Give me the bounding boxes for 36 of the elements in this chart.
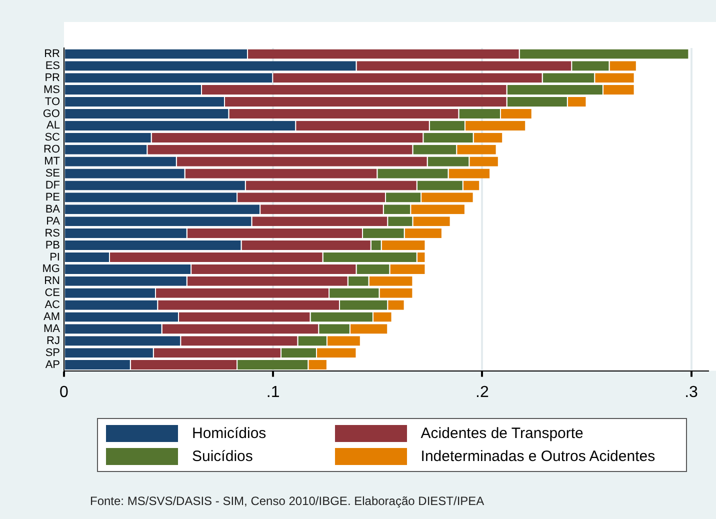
y-tick-label: DF [45, 180, 60, 192]
legend-label: Acidentes de Transporte [420, 425, 584, 442]
y-tick-label: CE [44, 287, 60, 300]
y-tick-label: MG [42, 263, 60, 276]
y-tick-label: RR [44, 48, 60, 60]
x-tick-label: 0 [60, 384, 69, 401]
y-tick-label: AL [46, 120, 60, 132]
x-tick-label: .2 [476, 384, 489, 401]
y-tick-label: PE [45, 191, 60, 204]
y-tick-label: MT [44, 156, 60, 168]
y-tick-label: SP [45, 346, 60, 359]
x-tick-label: .3 [684, 384, 698, 401]
x-tick-label: .1 [266, 384, 280, 401]
y-tick-label: RS [44, 227, 60, 240]
y-tick-label: AC [44, 299, 60, 312]
legend-label: Indeterminadas e Outros Acidentes [420, 448, 656, 465]
y-tick-label: SE [45, 168, 60, 180]
y-tick-label: AM [44, 311, 60, 324]
source-note: Fonte: MS/SVS/DASIS - SIM, Censo 2010/IBGE. Elaboração DIEST/IPEA [90, 494, 484, 508]
y-tick-label: RJ [46, 334, 60, 347]
y-tick-label: PR [44, 72, 60, 84]
y-tick-label: TO [44, 96, 60, 108]
y-tick-label: RN [44, 275, 60, 288]
y-tick-label: AP [45, 358, 60, 371]
y-tick-label: GO [42, 108, 60, 120]
y-tick-label: BA [45, 203, 61, 216]
y-tick-label: MS [44, 84, 60, 96]
y-tick-label: ES [45, 60, 60, 72]
y-tick-label: PI [50, 251, 60, 264]
y-tick-label: PA [46, 215, 61, 228]
y-tick-label: RO [44, 144, 60, 156]
legend-label: Homicídios [192, 425, 266, 442]
y-tick-label: MA [44, 322, 61, 335]
y-tick-label: PB [45, 239, 60, 252]
legend-label: Suicídios [192, 448, 253, 465]
y-tick-label: SC [44, 132, 60, 144]
